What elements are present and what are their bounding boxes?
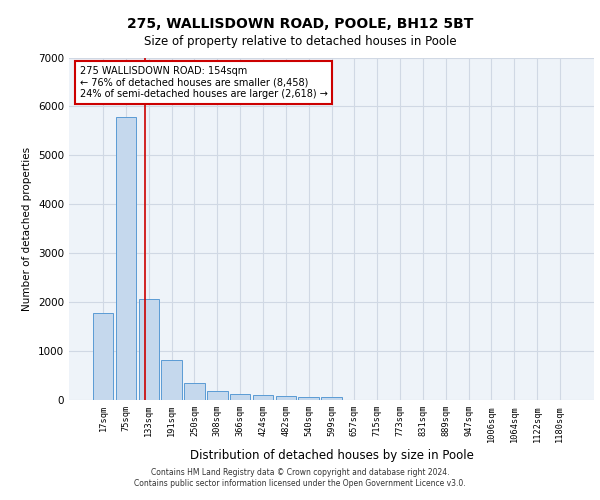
Bar — [184, 384, 205, 400]
Bar — [321, 398, 342, 400]
Text: 275 WALLISDOWN ROAD: 154sqm
← 76% of detached houses are smaller (8,458)
24% of : 275 WALLISDOWN ROAD: 154sqm ← 76% of det… — [79, 66, 328, 100]
Bar — [253, 395, 273, 400]
Bar — [230, 394, 250, 400]
Bar — [298, 396, 319, 400]
Text: Size of property relative to detached houses in Poole: Size of property relative to detached ho… — [143, 35, 457, 48]
Text: Contains HM Land Registry data © Crown copyright and database right 2024.
Contai: Contains HM Land Registry data © Crown c… — [134, 468, 466, 487]
Y-axis label: Number of detached properties: Number of detached properties — [22, 146, 32, 311]
Bar — [275, 396, 296, 400]
Bar — [93, 313, 113, 400]
Bar — [207, 391, 227, 400]
Bar — [139, 299, 159, 400]
Bar — [161, 360, 182, 400]
Bar — [116, 117, 136, 400]
X-axis label: Distribution of detached houses by size in Poole: Distribution of detached houses by size … — [190, 448, 473, 462]
Text: 275, WALLISDOWN ROAD, POOLE, BH12 5BT: 275, WALLISDOWN ROAD, POOLE, BH12 5BT — [127, 18, 473, 32]
